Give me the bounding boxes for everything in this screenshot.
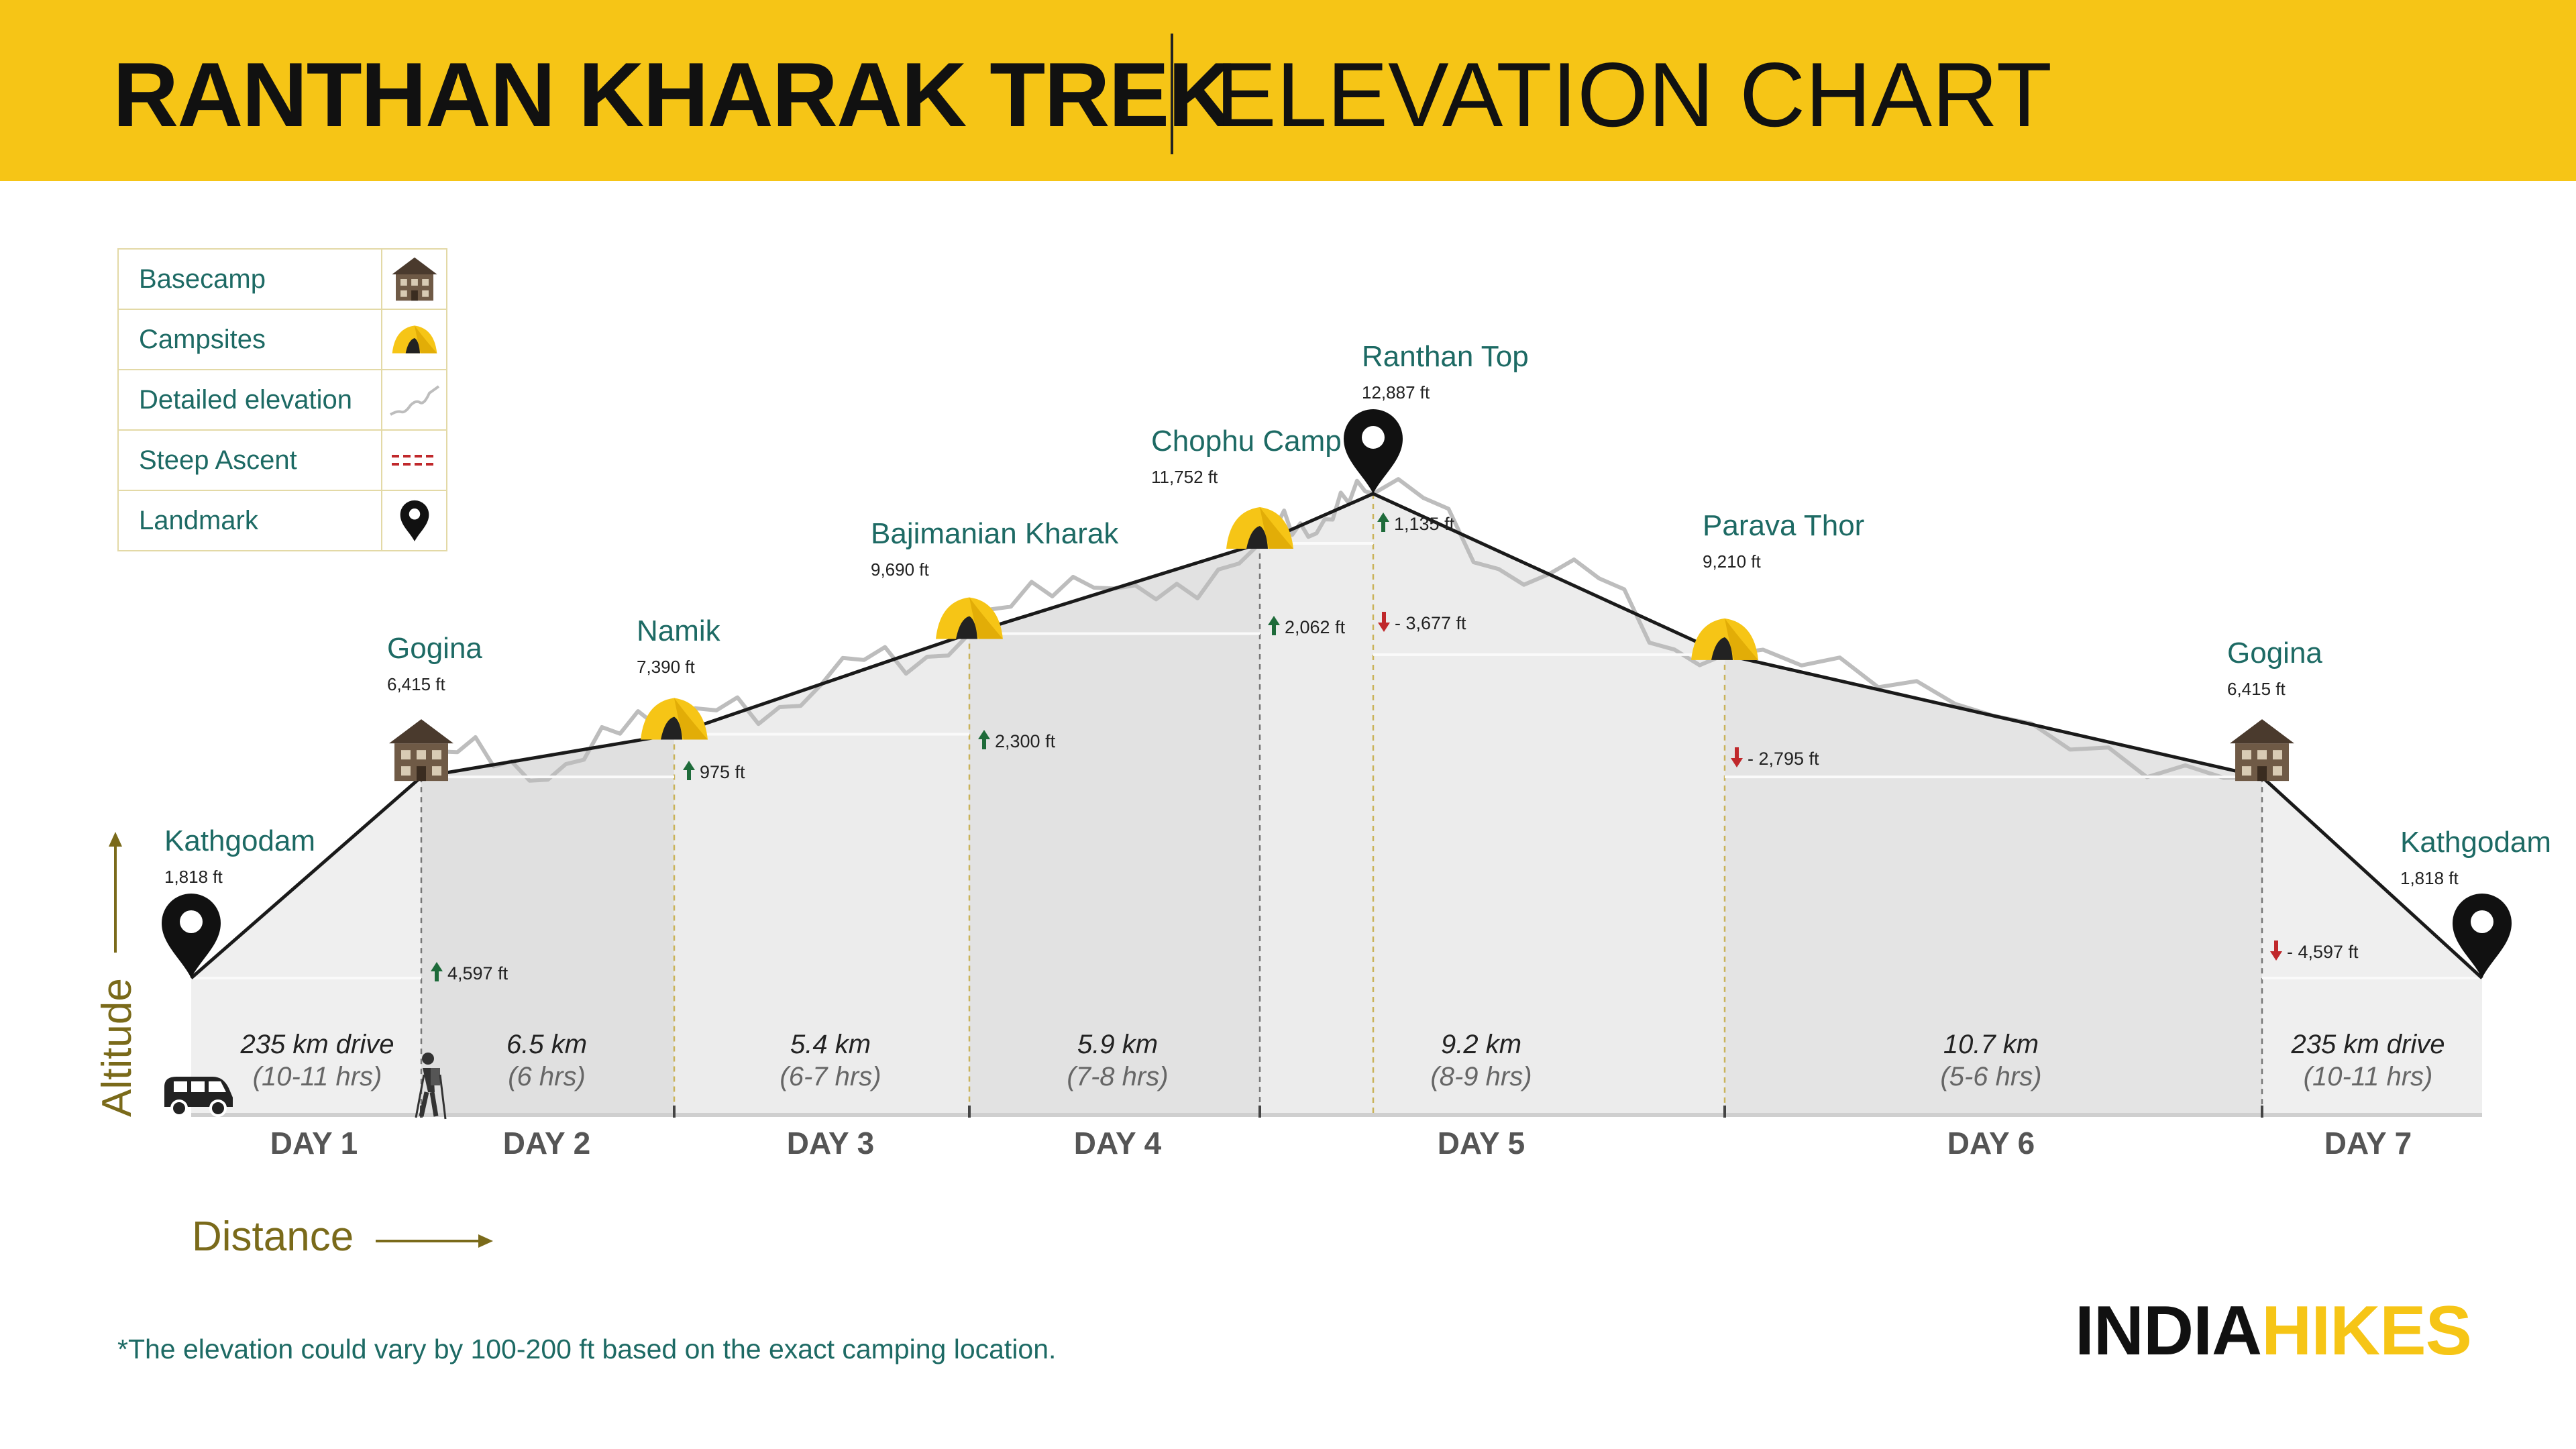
day-band-4 bbox=[969, 543, 1260, 1115]
day-label: DAY 1 bbox=[270, 1126, 358, 1161]
elevation-change-label: 975 ft bbox=[700, 762, 745, 782]
point-name: Namik bbox=[637, 614, 721, 647]
day-label: DAY 3 bbox=[787, 1126, 874, 1161]
point-name: Gogina bbox=[387, 632, 482, 665]
location-pin-icon bbox=[381, 490, 447, 551]
day-band-7 bbox=[2262, 777, 2482, 1115]
legend-item: Steep Ascent bbox=[117, 429, 447, 491]
segment-distance: 10.7 km bbox=[1943, 1030, 2039, 1059]
segment-distance: 5.4 km bbox=[790, 1030, 871, 1059]
point-elevation: 12,887 ft bbox=[1362, 382, 1430, 402]
day-label: DAY 6 bbox=[1947, 1126, 2035, 1161]
elevation-change-label: 2,300 ft bbox=[995, 731, 1056, 751]
legend-label: Detailed elevation bbox=[117, 369, 382, 431]
elevation-change-label: 4,597 ft bbox=[447, 963, 508, 983]
indiahikes-logo: INDIAHIKES bbox=[2075, 1291, 2472, 1371]
elevation-change: - 4,597 ft bbox=[2270, 941, 2359, 962]
day-band-5 bbox=[1260, 493, 1725, 1115]
legend-item: Landmark bbox=[117, 490, 447, 551]
segment-time: (8-9 hrs) bbox=[1430, 1062, 1532, 1091]
elevation-change: - 3,677 ft bbox=[1378, 612, 1466, 633]
day-label: DAY 2 bbox=[503, 1126, 590, 1161]
point-elevation: 1,818 ft bbox=[2400, 868, 2459, 888]
legend-label: Basecamp bbox=[117, 248, 382, 310]
elevation-change-label: - 4,597 ft bbox=[2287, 942, 2359, 962]
point-elevation: 11,752 ft bbox=[1151, 467, 1218, 487]
house-icon bbox=[2230, 719, 2294, 782]
point-elevation: 6,415 ft bbox=[387, 674, 446, 694]
elevation-change: 4,597 ft bbox=[431, 962, 508, 983]
point-name: Parava Thor bbox=[1703, 509, 1864, 542]
day-label: DAY 4 bbox=[1074, 1126, 1162, 1161]
point-elevation: 9,690 ft bbox=[871, 559, 930, 580]
day-band-2 bbox=[421, 734, 674, 1115]
segment-time: (7-8 hrs) bbox=[1067, 1062, 1168, 1091]
legend-item: Detailed elevation bbox=[117, 369, 447, 431]
elevation-change: 975 ft bbox=[683, 761, 745, 782]
day-band-1 bbox=[191, 777, 421, 1115]
legend-label: Campsites bbox=[117, 309, 382, 370]
house-icon bbox=[389, 719, 453, 782]
title-divider bbox=[1171, 34, 1173, 154]
segment-time: (6 hrs) bbox=[508, 1062, 586, 1091]
point-name: Ranthan Top bbox=[1362, 340, 1529, 373]
legend-label: Landmark bbox=[117, 490, 382, 551]
elevation-change-label: 1,135 ft bbox=[1394, 514, 1455, 534]
header-bar: RANTHAN KHARAK TREK ELEVATION CHART bbox=[0, 0, 2576, 181]
segment-distance: 6.5 km bbox=[506, 1030, 587, 1059]
segment-time: (6-7 hrs) bbox=[780, 1062, 881, 1091]
segment-distance: 9.2 km bbox=[1441, 1030, 1521, 1059]
legend-item: Basecamp bbox=[117, 248, 447, 310]
point-name: Kathgodam bbox=[2400, 826, 2551, 859]
point-name: Bajimanian Kharak bbox=[871, 517, 1119, 550]
point-name: Gogina bbox=[2227, 637, 2322, 669]
tent-icon bbox=[381, 309, 447, 370]
elevation-change: 2,300 ft bbox=[978, 730, 1056, 751]
point-elevation: 9,210 ft bbox=[1703, 551, 1762, 572]
elevation-change-label: 2,062 ft bbox=[1285, 617, 1346, 637]
van-icon bbox=[164, 1077, 233, 1117]
segment-distance: 5.9 km bbox=[1077, 1030, 1158, 1059]
tent-icon bbox=[1691, 618, 1758, 660]
footnote: *The elevation could vary by 100-200 ft … bbox=[117, 1334, 1057, 1364]
point-name: Kathgodam bbox=[164, 824, 315, 857]
title-sub: ELEVATION CHART bbox=[1216, 44, 2052, 146]
elevation-line-icon bbox=[381, 369, 447, 431]
segment-time: (10-11 hrs) bbox=[2304, 1062, 2433, 1091]
elevation-change-label: - 3,677 ft bbox=[1395, 613, 1466, 633]
legend-item: Campsites bbox=[117, 309, 447, 370]
logo-part1: INDIA bbox=[2075, 1292, 2262, 1370]
day-label: DAY 5 bbox=[1438, 1126, 1525, 1161]
segment-distance: 235 km drive bbox=[2291, 1030, 2445, 1059]
segment-distance: 235 km drive bbox=[240, 1030, 394, 1059]
elevation-change: 2,062 ft bbox=[1268, 616, 1346, 637]
segment-time: (10-11 hrs) bbox=[253, 1062, 382, 1091]
y-axis-label: Altitude bbox=[94, 978, 140, 1117]
logo-part2: HIKES bbox=[2261, 1292, 2472, 1370]
elevation-change-label: - 2,795 ft bbox=[1748, 749, 1819, 769]
legend: Basecamp Campsites Detailed elevation St… bbox=[117, 248, 447, 551]
house-icon bbox=[381, 248, 447, 310]
day-label: DAY 7 bbox=[2324, 1126, 2412, 1161]
segment-time: (5-6 hrs) bbox=[1940, 1062, 2041, 1091]
point-elevation: 7,390 ft bbox=[637, 657, 696, 677]
title-main: RANTHAN KHARAK TREK bbox=[113, 44, 1234, 146]
day-band-3 bbox=[674, 633, 969, 1115]
tent-icon bbox=[936, 597, 1003, 639]
elevation-change: - 2,795 ft bbox=[1731, 747, 1819, 769]
point-elevation: 6,415 ft bbox=[2227, 679, 2286, 699]
tent-icon bbox=[641, 698, 708, 740]
point-elevation: 1,818 ft bbox=[164, 867, 223, 887]
x-axis-label: Distance bbox=[192, 1214, 354, 1260]
point-name: Chophu Camp bbox=[1151, 425, 1342, 458]
day-band-6 bbox=[1725, 654, 2262, 1115]
hiker-icon bbox=[415, 1053, 447, 1120]
steep-ascent-icon bbox=[381, 429, 447, 491]
elevation-change: 1,135 ft bbox=[1377, 513, 1455, 534]
legend-label: Steep Ascent bbox=[117, 429, 382, 491]
